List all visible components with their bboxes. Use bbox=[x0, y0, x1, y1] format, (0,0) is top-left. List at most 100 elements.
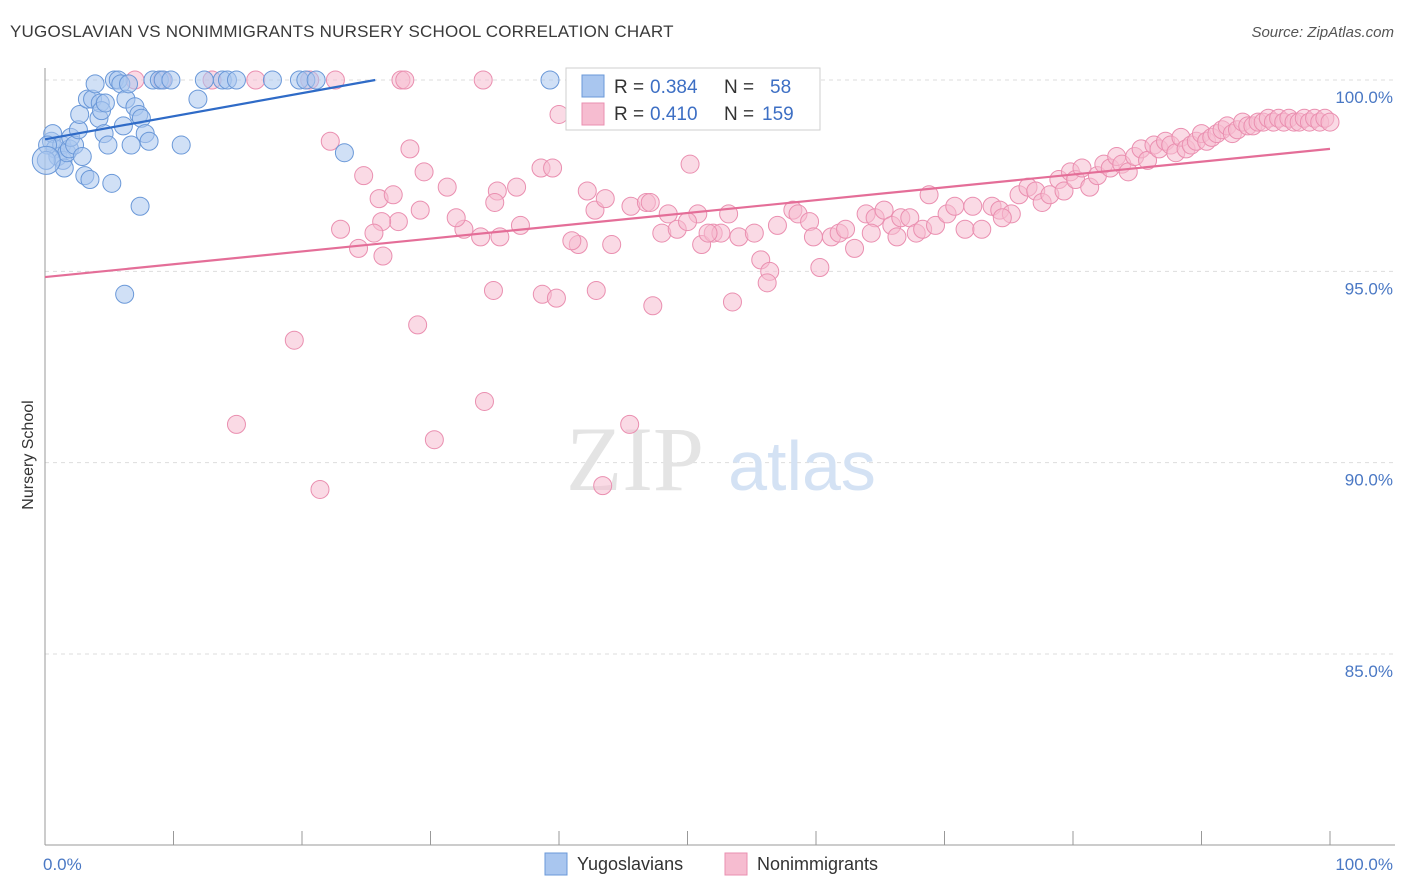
nonimmigrant-point-56 bbox=[810, 258, 830, 278]
stats-r-label-yugoslavians: R = bbox=[614, 77, 644, 98]
yugoslavian-point-24 bbox=[98, 135, 118, 155]
nonimmigrant-point-157 bbox=[593, 476, 613, 496]
nonimmigrant-point-18 bbox=[543, 158, 563, 178]
watermark: ZIP atlas bbox=[566, 408, 876, 510]
nonimmigrant-point-133 bbox=[1320, 112, 1340, 132]
nonimmigrant-point-3 bbox=[246, 70, 266, 90]
yugoslavian-point-large bbox=[31, 145, 61, 175]
nonimmigrant-point-156 bbox=[310, 479, 330, 499]
chart-title: YUGOSLAVIAN VS NONIMMIGRANTS NURSERY SCH… bbox=[10, 22, 674, 41]
nonimmigrant-point-73 bbox=[955, 219, 975, 239]
y-tick-label-2: 95.0% bbox=[1345, 279, 1393, 298]
nonimmigrant-point-28 bbox=[485, 192, 505, 212]
y-tick-label-1: 90.0% bbox=[1345, 471, 1393, 490]
axes bbox=[44, 68, 1395, 846]
stats-r-value-nonimmigrants: 0.410 bbox=[650, 104, 698, 125]
yugoslavian-point-18 bbox=[85, 74, 105, 94]
yugoslavian-point-52 bbox=[334, 143, 354, 163]
nonimmigrant-point-135 bbox=[887, 227, 907, 247]
yugoslavians-trendline bbox=[44, 78, 376, 141]
nonimmigrant-point-33 bbox=[602, 235, 622, 255]
legend-label-yugoslavians[interactable]: Yugoslavians bbox=[577, 854, 683, 874]
nonimmigrant-point-14 bbox=[437, 177, 457, 197]
nonimmigrant-point-29 bbox=[577, 181, 597, 201]
y-tick-label-3: 100.0% bbox=[1335, 88, 1393, 107]
yugoslavian-point-47 bbox=[226, 70, 246, 90]
yugoslavian-point-23 bbox=[95, 93, 115, 113]
yugoslavian-point-53 bbox=[540, 70, 560, 90]
nonimmigrant-point-72 bbox=[945, 196, 965, 216]
nonimmigrant-point-50 bbox=[757, 273, 777, 293]
nonimmigrant-point-7 bbox=[395, 70, 415, 90]
nonimmigrant-point-140 bbox=[331, 219, 351, 239]
watermark-atlas: atlas bbox=[728, 427, 876, 505]
legend-label-nonimmigrants[interactable]: Nonimmigrants bbox=[757, 854, 878, 874]
nonimmigrant-point-139 bbox=[510, 215, 530, 235]
nonimmigrant-point-36 bbox=[640, 192, 660, 212]
yugoslavian-point-44 bbox=[194, 70, 214, 90]
yugoslavian-point-32 bbox=[121, 135, 141, 155]
nonimmigrant-point-147 bbox=[722, 292, 742, 312]
stats-swatch-yugoslavians bbox=[581, 74, 605, 98]
nonimmigrant-point-155 bbox=[424, 430, 444, 450]
nonimmigrant-point-85 bbox=[1054, 181, 1074, 201]
nonimmigrant-point-134 bbox=[992, 208, 1012, 228]
nonimmigrant-point-138 bbox=[383, 185, 403, 205]
nonimmigrant-point-154 bbox=[226, 414, 246, 434]
nonimmigrant-point-146 bbox=[643, 296, 663, 316]
yugoslavian-point-16 bbox=[80, 169, 100, 189]
stats-n-label-nonimmigrants: N = bbox=[724, 104, 754, 125]
gridlines bbox=[45, 79, 1395, 655]
stats-swatch-nonimmigrants bbox=[581, 102, 605, 126]
stats-r-value-yugoslavians: 0.384 bbox=[650, 77, 698, 98]
yugoslavian-point-55 bbox=[115, 284, 135, 304]
nonimmigrant-point-22 bbox=[364, 223, 384, 243]
nonimmigrant-point-10 bbox=[320, 131, 340, 151]
stats-n-label-yugoslavians: N = bbox=[724, 77, 754, 98]
nonimmigrant-point-141 bbox=[446, 208, 466, 228]
nonimmigrant-point-24 bbox=[373, 246, 393, 266]
yugoslavian-point-43 bbox=[188, 89, 208, 109]
x-tick-label-1: 100.0% bbox=[1335, 855, 1393, 874]
yugoslavian-point-31 bbox=[119, 74, 139, 94]
nonimmigrant-point-9 bbox=[549, 104, 569, 124]
nonimmigrant-point-8 bbox=[473, 70, 493, 90]
y-tick-labels: 85.0% 90.0% 95.0% 100.0% bbox=[1335, 88, 1393, 681]
yugoslavian-point-12 bbox=[70, 104, 90, 124]
nonimmigrant-point-47 bbox=[744, 223, 764, 243]
stats-n-value-nonimmigrants: 159 bbox=[762, 104, 794, 125]
yugoslavian-point-54 bbox=[130, 196, 150, 216]
nonimmigrant-point-75 bbox=[972, 219, 992, 239]
stats-r-label-nonimmigrants: R = bbox=[614, 104, 644, 125]
nonimmigrant-point-143 bbox=[595, 189, 615, 209]
nonimmigrant-point-70 bbox=[926, 215, 946, 235]
nonimmigrant-point-5 bbox=[325, 70, 345, 90]
nonimmigrant-point-151 bbox=[284, 330, 304, 350]
stats-n-value-yugoslavians: 58 bbox=[770, 77, 791, 98]
yugoslavian-point-42 bbox=[171, 135, 191, 155]
nonimmigrant-point-55 bbox=[803, 227, 823, 247]
yugoslavian-point-41 bbox=[161, 70, 181, 90]
nonimmigrant-point-23 bbox=[349, 238, 369, 258]
y-tick-label-0: 85.0% bbox=[1345, 662, 1393, 681]
yugoslavian-point-25 bbox=[102, 173, 122, 193]
nonimmigrant-point-51 bbox=[767, 215, 787, 235]
yugoslavian-point-51 bbox=[306, 70, 326, 90]
nonimmigrant-point-11 bbox=[400, 139, 420, 159]
yugoslavian-point-48 bbox=[262, 70, 282, 90]
yugoslavian-point-37 bbox=[139, 131, 159, 151]
legend-swatch-nonimmigrants[interactable] bbox=[724, 852, 748, 876]
nonimmigrant-point-16 bbox=[507, 177, 527, 197]
nonimmigrant-point-148 bbox=[483, 280, 503, 300]
nonimmigrant-point-20 bbox=[388, 212, 408, 232]
nonimmigrant-point-149 bbox=[546, 288, 566, 308]
nonimmigrant-point-137 bbox=[698, 223, 718, 243]
nonimmigrant-point-12 bbox=[354, 166, 374, 186]
nonimmigrant-point-32 bbox=[562, 231, 582, 251]
nonimmigrant-point-158 bbox=[678, 212, 697, 232]
nonimmigrant-point-150 bbox=[408, 315, 428, 335]
nonimmigrant-point-142 bbox=[410, 200, 430, 220]
legend-swatch-yugoslavians[interactable] bbox=[544, 852, 568, 876]
nonimmigrant-point-26 bbox=[471, 227, 491, 247]
